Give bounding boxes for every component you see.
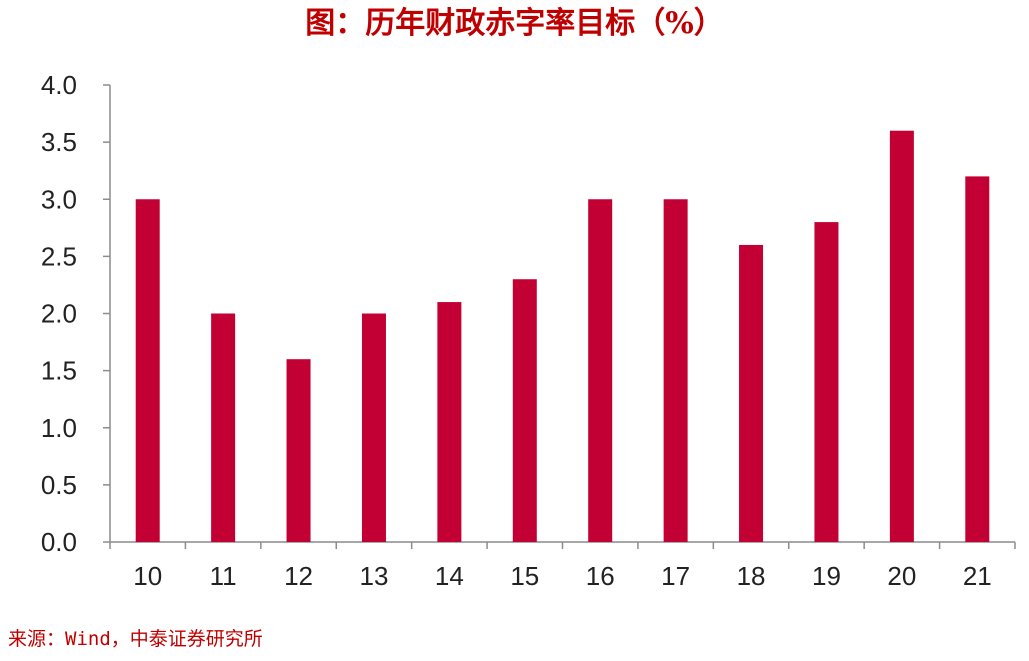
x-tick-label: 16 bbox=[586, 561, 615, 591]
chart-title: 图：历年财政赤字率目标（%） bbox=[305, 6, 724, 41]
bar-17 bbox=[663, 199, 688, 542]
source-note: 来源：Wind，中泰证券研究所 bbox=[8, 628, 263, 650]
y-tick-label: 2.0 bbox=[41, 299, 77, 329]
x-tick-label: 17 bbox=[661, 561, 690, 591]
y-tick-label: 0.0 bbox=[41, 527, 77, 557]
bar-11 bbox=[211, 313, 236, 542]
y-tick-label: 0.5 bbox=[41, 470, 77, 500]
x-tick-label: 18 bbox=[737, 561, 766, 591]
bar-19 bbox=[814, 222, 839, 542]
y-tick-label: 3.0 bbox=[41, 184, 77, 214]
y-tick-label: 1.5 bbox=[41, 356, 77, 386]
bar-12 bbox=[286, 359, 311, 542]
x-tick-label: 13 bbox=[359, 561, 388, 591]
bar-10 bbox=[135, 199, 160, 542]
y-tick-label: 2.5 bbox=[41, 241, 77, 271]
x-axis: 10 11 12 13 14 15 16 17 18 19 20 21 bbox=[109, 541, 1016, 591]
x-tick-label: 11 bbox=[210, 561, 237, 591]
bar-18 bbox=[739, 244, 764, 542]
bar-20 bbox=[889, 130, 914, 542]
bar-14 bbox=[437, 302, 462, 542]
x-tick-label: 10 bbox=[133, 561, 162, 591]
x-tick-label: 19 bbox=[812, 561, 841, 591]
y-tick-label: 3.5 bbox=[41, 127, 77, 157]
x-tick-label: 12 bbox=[284, 561, 313, 591]
y-axis: 0.0 0.5 1.0 1.5 2.0 2.5 3.0 3.5 4.0 bbox=[41, 70, 111, 557]
bars bbox=[135, 130, 990, 542]
x-tick-label: 15 bbox=[510, 561, 539, 591]
bar-13 bbox=[361, 313, 386, 542]
x-tick-label: 20 bbox=[887, 561, 916, 591]
y-tick-label: 4.0 bbox=[41, 70, 77, 100]
bar-16 bbox=[588, 199, 613, 542]
x-tick-label: 21 bbox=[963, 561, 992, 591]
x-tick-label: 14 bbox=[435, 561, 464, 591]
bar-15 bbox=[512, 279, 537, 542]
y-tick-label: 1.0 bbox=[41, 413, 77, 443]
bar-21 bbox=[965, 176, 990, 542]
